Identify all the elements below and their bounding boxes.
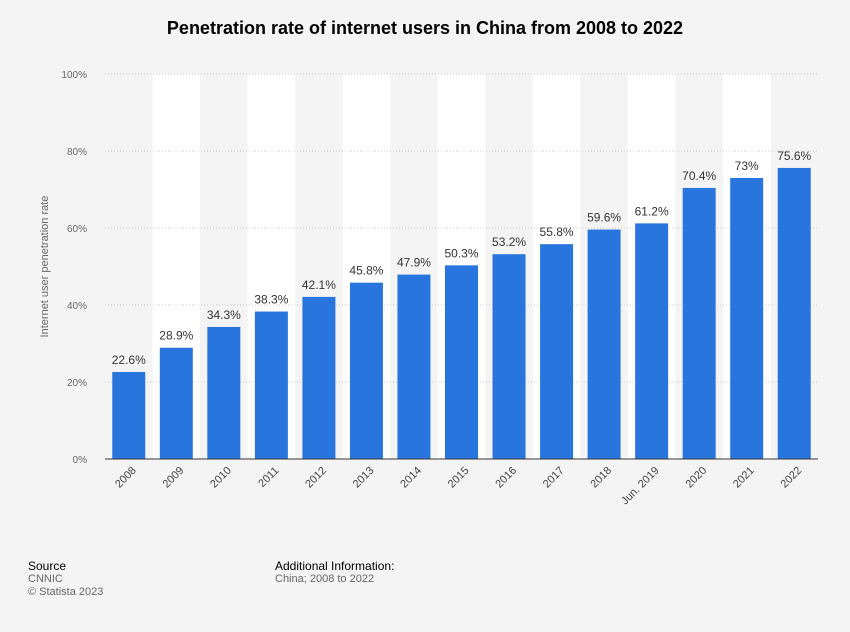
bar: [159, 347, 193, 459]
source-block: Source CNNIC © Statista 2023: [28, 560, 103, 599]
y-tick-label: 20%: [67, 378, 87, 389]
bar: [349, 282, 383, 459]
data-label: 55.8%: [540, 225, 574, 239]
x-tick-label: 2013: [351, 465, 377, 491]
x-tick-label: 2011: [256, 465, 281, 490]
data-label: 38.3%: [254, 293, 288, 307]
x-tick-label: 2014: [398, 465, 424, 491]
bar: [540, 244, 574, 459]
y-tick-label: 0%: [73, 455, 88, 466]
y-tick-label: 60%: [67, 224, 87, 235]
y-axis-title: Internet user penetration rate: [39, 196, 51, 338]
source-heading: Source: [28, 559, 67, 573]
x-tick-label: 2015: [446, 465, 472, 491]
y-tick-label: 100%: [61, 70, 87, 81]
chart-title: Penetration rate of internet users in Ch…: [166, 18, 684, 38]
data-label: 42.1%: [302, 278, 336, 292]
bar: [445, 265, 478, 459]
bar: [682, 187, 716, 459]
x-tick-label: 2012: [303, 465, 329, 491]
x-axis-ticks: 2008 2009 2010 2011 2012 2013 2014 2015 2016 2017…: [113, 465, 804, 508]
data-label: 73%: [735, 159, 759, 173]
x-tick-label: 2008: [113, 465, 139, 491]
data-label: 61.2%: [635, 204, 669, 218]
bar: [207, 326, 241, 459]
bar: [777, 167, 811, 459]
bar: [302, 296, 336, 459]
data-label: 70.4%: [682, 169, 716, 183]
x-tick-label: 2020: [683, 465, 709, 491]
y-tick-label: 40%: [67, 301, 87, 312]
x-tick-label: 2018: [588, 465, 614, 491]
data-labels: 22.6% 28.9% 34.3% 38.3% 42.1% 45.8% 47.9% 50.3%…: [112, 149, 812, 367]
bar: [254, 311, 288, 459]
data-label: 53.2%: [492, 235, 526, 249]
bar: [397, 274, 431, 459]
bar: [635, 223, 669, 459]
x-tick-label: 2010: [208, 465, 234, 491]
bar: [587, 229, 621, 459]
x-tick-label: Jun. 2019: [619, 465, 662, 508]
data-label: 45.8%: [349, 264, 383, 278]
x-tick-label: 2016: [493, 465, 519, 491]
bar: [492, 254, 526, 459]
copyright-line: © Statista 2023: [28, 586, 104, 598]
data-label: 34.3%: [207, 308, 241, 322]
data-label: 50.3%: [444, 246, 478, 260]
data-label: 28.9%: [159, 329, 193, 343]
x-tick-label: 2009: [161, 465, 187, 491]
x-tick-label: 2021: [731, 465, 757, 491]
additional-info-text: China; 2008 to 2022: [275, 573, 375, 585]
x-tick-label: 2017: [541, 465, 567, 491]
additional-info-block: Additional Information: China; 2008 to 2…: [275, 560, 394, 586]
data-label: 47.9%: [397, 256, 431, 270]
additional-info-heading: Additional Information:: [275, 559, 395, 573]
bar: [730, 177, 764, 459]
data-label: 22.6%: [112, 353, 146, 367]
x-tick-label: 2022: [779, 465, 805, 491]
data-label: 59.6%: [587, 211, 621, 225]
source-line: CNNIC: [28, 573, 63, 585]
y-axis-ticks: 0% 20% 40% 60% 80% 100%: [61, 70, 87, 466]
bars: [112, 167, 811, 459]
data-label: 75.6%: [777, 149, 811, 163]
bar: [112, 371, 146, 459]
y-tick-label: 80%: [67, 147, 87, 158]
